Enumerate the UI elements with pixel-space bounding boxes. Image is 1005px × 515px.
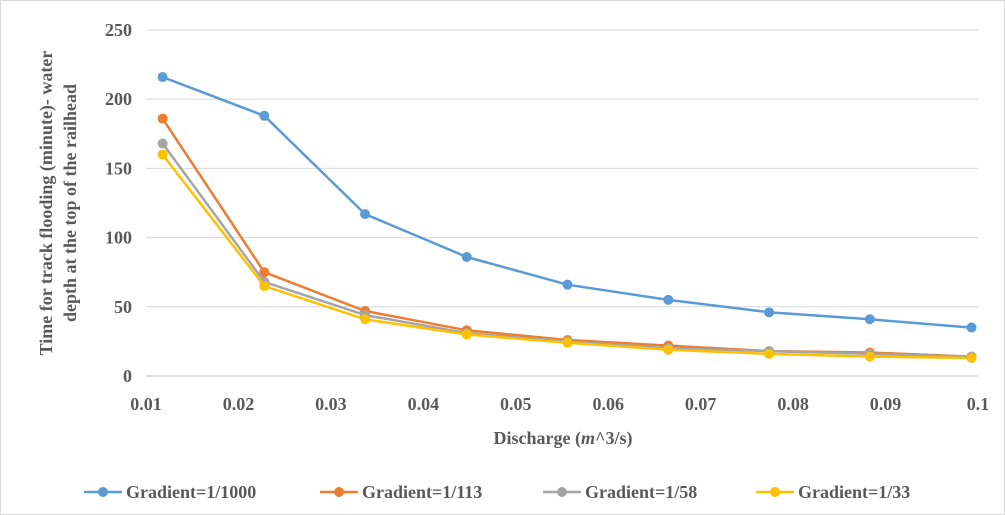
data-point xyxy=(157,72,168,83)
x-axis-title-main: Discharge ( xyxy=(494,428,581,449)
legend: Gradient=1/1000 Gradient=1/113 Gradient=1/… xyxy=(84,482,910,502)
data-point xyxy=(764,348,775,359)
x-axis-ticks: 0.01 0.02 0.03 0.04 0.05 0.06 0.07 0.08 0.09 0.1 xyxy=(130,394,989,414)
y-tick-label: 250 xyxy=(105,20,132,40)
data-point xyxy=(259,110,270,121)
x-tick-label: 0.06 xyxy=(592,394,624,414)
legend-marker xyxy=(557,487,567,497)
legend-marker xyxy=(98,487,108,497)
legend-item-1: Gradient=1/1000 xyxy=(84,482,256,502)
data-point xyxy=(360,314,371,325)
x-tick-label: 0.02 xyxy=(223,394,255,414)
series-line xyxy=(161,142,972,358)
data-point xyxy=(259,267,270,278)
y-tick-label: 150 xyxy=(105,158,132,178)
legend-marker xyxy=(770,487,780,497)
data-point xyxy=(259,281,270,292)
y-tick-label: 50 xyxy=(114,297,132,317)
x-tick-label: 0.04 xyxy=(408,394,440,414)
data-point xyxy=(562,337,573,348)
y-tick-label: 200 xyxy=(105,89,132,109)
data-point xyxy=(360,209,371,220)
series-4 xyxy=(157,149,977,364)
y-axis-title-line1: Time for track flooding (minute)- water xyxy=(36,51,57,356)
data-point xyxy=(764,307,775,318)
data-point xyxy=(157,138,168,149)
x-tick-label: 0.03 xyxy=(315,394,347,414)
x-tick-label: 0.08 xyxy=(777,394,809,414)
gridlines xyxy=(146,29,978,377)
x-tick-label: 0.05 xyxy=(500,394,532,414)
data-point xyxy=(864,351,875,362)
data-point xyxy=(663,294,674,305)
legend-marker xyxy=(334,487,344,497)
data-point xyxy=(461,251,472,262)
data-point xyxy=(461,329,472,340)
x-tick-label: 0.1 xyxy=(967,394,990,414)
data-point xyxy=(157,113,168,124)
legend-label: Gradient=1/113 xyxy=(362,482,482,502)
x-axis-title-rest: ^3/s) xyxy=(595,428,632,449)
legend-item-2: Gradient=1/113 xyxy=(320,482,482,502)
x-axis-title-italic: m xyxy=(581,428,595,448)
y-axis-ticks: 0 50 100 150 200 250 xyxy=(105,20,132,386)
x-tick-label: 0.09 xyxy=(870,394,902,414)
data-point xyxy=(663,344,674,355)
legend-label: Gradient=1/1000 xyxy=(126,482,256,502)
data-point xyxy=(562,279,573,290)
legend-item-4: Gradient=1/33 xyxy=(756,482,910,502)
y-tick-label: 100 xyxy=(105,228,132,248)
series-group xyxy=(157,72,977,364)
x-tick-label: 0.07 xyxy=(685,394,717,414)
series-line xyxy=(162,75,972,329)
legend-label: Gradient=1/58 xyxy=(585,482,697,502)
series-1 xyxy=(157,72,977,333)
legend-label: Gradient=1/33 xyxy=(798,482,910,502)
data-point xyxy=(864,314,875,325)
legend-item-3: Gradient=1/58 xyxy=(543,482,697,502)
x-axis-title: Discharge (m^3/s) xyxy=(494,428,633,449)
data-point xyxy=(966,353,977,364)
data-point xyxy=(157,149,168,160)
series-3 xyxy=(157,138,977,362)
y-tick-label: 0 xyxy=(123,366,132,386)
data-point xyxy=(966,322,977,333)
y-axis-title-line2: depth at the top of the railhead xyxy=(60,84,80,322)
x-tick-label: 0.01 xyxy=(130,394,162,414)
series-line xyxy=(161,153,972,360)
